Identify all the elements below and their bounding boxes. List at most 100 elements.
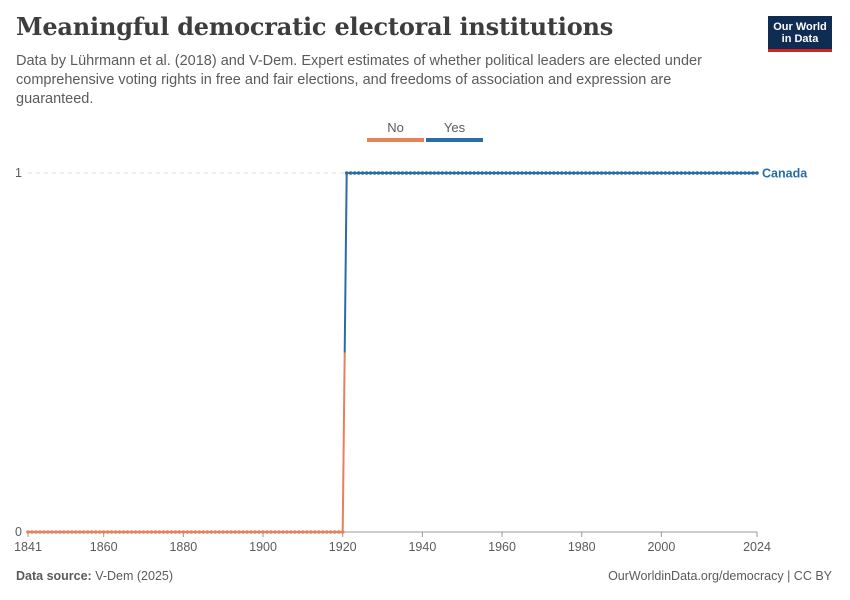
data-point <box>201 530 206 534</box>
x-tick-label: 2000 <box>647 540 675 554</box>
data-point <box>607 171 612 175</box>
data-point <box>105 530 110 534</box>
data-point <box>113 530 118 534</box>
data-point <box>428 171 433 175</box>
data-point <box>743 171 747 175</box>
data-point <box>396 171 401 175</box>
data-point <box>540 171 544 175</box>
data-point <box>70 530 74 534</box>
data-point <box>189 530 194 534</box>
transition-line-no <box>341 352 346 533</box>
data-point <box>305 530 309 534</box>
legend-label-no[interactable]: No <box>387 120 404 135</box>
data-point <box>536 171 540 175</box>
data-point <box>213 530 218 534</box>
data-point <box>448 171 453 175</box>
data-point <box>583 171 588 175</box>
data-point <box>277 530 281 534</box>
data-point <box>89 530 94 534</box>
data-point <box>372 171 377 175</box>
data-point <box>117 530 122 534</box>
data-point <box>309 530 313 534</box>
data-point <box>659 171 664 175</box>
data-point <box>293 530 297 534</box>
line-chart: 0 1 1841 1860 1880 1900 1920 1940 1960 1980 2000 20… <box>14 120 808 554</box>
data-point <box>281 530 285 534</box>
data-point <box>356 171 361 175</box>
data-source: Data source: V-Dem (2025) <box>16 569 173 583</box>
data-point <box>432 171 437 175</box>
data-point <box>751 171 755 175</box>
data-point <box>408 171 413 175</box>
data-point <box>623 171 628 175</box>
data-point <box>81 530 86 534</box>
data-point <box>707 171 711 175</box>
data-point <box>663 171 668 175</box>
data-point <box>129 530 134 534</box>
data-point <box>508 171 512 175</box>
data-point <box>217 530 222 534</box>
data-source-value[interactable]: V-Dem (2025) <box>95 569 174 583</box>
data-point <box>516 171 520 175</box>
data-point <box>165 530 170 534</box>
data-point <box>611 171 616 175</box>
data-point <box>38 530 42 534</box>
data-point <box>500 171 504 175</box>
data-point <box>332 530 337 534</box>
data-point <box>253 530 257 534</box>
data-point <box>416 171 421 175</box>
chart-subtitle: Data by Lührmann et al. (2018) and V-Dem… <box>16 53 702 107</box>
data-point <box>297 530 301 534</box>
data-point <box>456 171 461 175</box>
data-point <box>249 530 253 534</box>
data-point <box>544 171 548 175</box>
data-point <box>627 171 632 175</box>
data-point <box>301 530 305 534</box>
data-point <box>468 171 472 175</box>
data-point <box>85 530 90 534</box>
data-point <box>317 530 321 534</box>
x-tick-label: 1880 <box>169 540 197 554</box>
legend-swatch-yes[interactable] <box>426 138 483 142</box>
data-point <box>209 530 214 534</box>
legend-label-yes[interactable]: Yes <box>444 120 466 135</box>
data-point <box>121 530 126 534</box>
data-point <box>655 171 660 175</box>
data-point <box>424 171 429 175</box>
data-point <box>66 530 70 534</box>
data-point <box>265 530 269 534</box>
data-point <box>352 171 357 175</box>
data-point <box>74 530 78 534</box>
data-point <box>125 530 130 534</box>
x-tick-label: 2024 <box>743 540 771 554</box>
data-point <box>324 530 329 534</box>
data-point <box>591 171 596 175</box>
data-point <box>384 171 389 175</box>
owid-logo[interactable]: Our World in Data <box>768 16 832 52</box>
data-point <box>719 171 723 175</box>
series-label-canada[interactable]: Canada <box>762 167 808 181</box>
legend-swatch-no[interactable] <box>367 138 424 142</box>
data-point <box>747 171 751 175</box>
data-point <box>492 171 496 175</box>
data-point <box>360 171 365 175</box>
data-point <box>273 530 277 534</box>
data-point <box>141 530 146 534</box>
data-point <box>376 171 381 175</box>
data-point <box>34 530 38 534</box>
data-point <box>380 171 385 175</box>
data-point <box>552 171 556 175</box>
data-point <box>101 530 106 534</box>
data-point <box>488 171 492 175</box>
data-point <box>460 171 465 175</box>
data-point <box>42 530 46 534</box>
data-point <box>695 171 700 175</box>
data-point <box>285 530 289 534</box>
data-point <box>133 530 138 534</box>
data-point <box>233 530 237 534</box>
data-point <box>313 530 317 534</box>
data-point <box>643 171 648 175</box>
data-point <box>563 171 568 175</box>
source-link[interactable]: OurWorldinData.org/democracy | CC BY <box>608 569 832 583</box>
data-point <box>440 171 445 175</box>
